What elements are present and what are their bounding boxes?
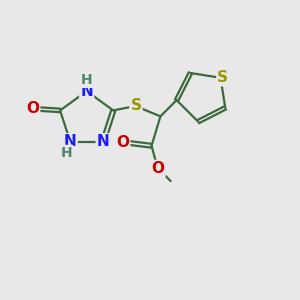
Text: S: S (130, 98, 142, 113)
Text: H: H (81, 73, 92, 87)
Text: S: S (218, 70, 228, 85)
Text: N: N (80, 84, 93, 99)
Text: O: O (116, 135, 129, 150)
Text: O: O (152, 161, 165, 176)
Text: N: N (97, 134, 110, 149)
Text: H: H (61, 146, 73, 160)
Text: O: O (26, 101, 39, 116)
Text: N: N (64, 134, 76, 149)
